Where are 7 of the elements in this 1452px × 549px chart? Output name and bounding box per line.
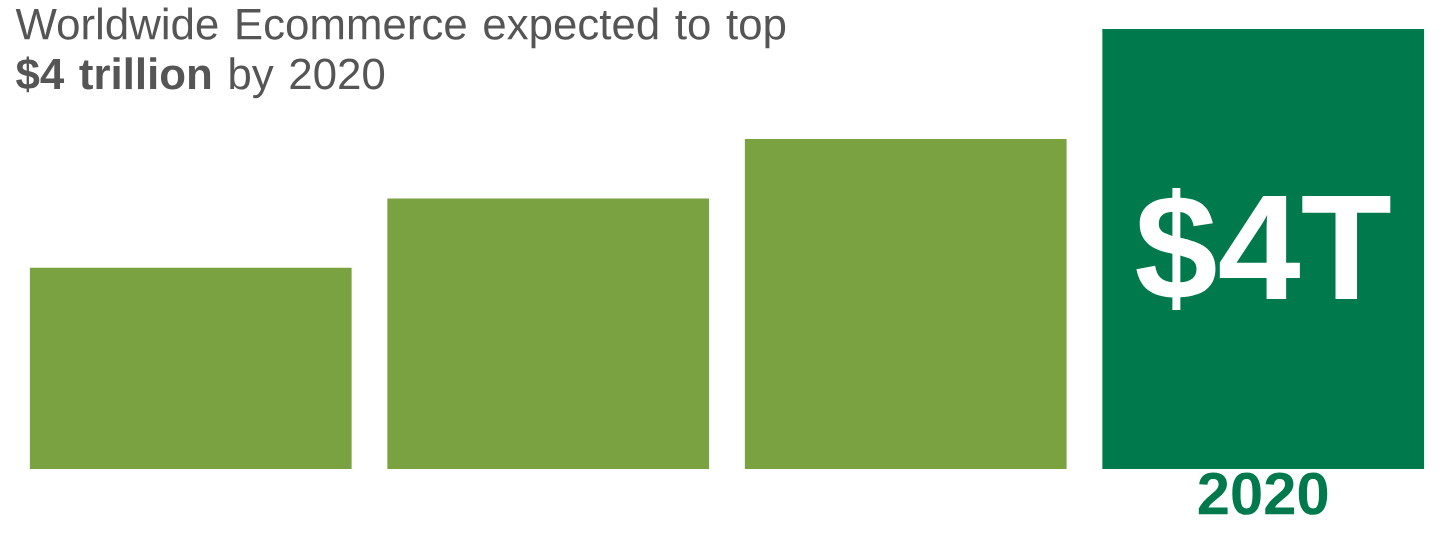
bar [387,198,710,469]
bar [744,139,1067,469]
bar [1102,29,1425,469]
data-label: $4T [1136,188,1391,310]
text: 2020 [1198,472,1328,515]
bar [29,267,352,469]
chart-title: Worldwide Ecommerce expected to top $4 trillion by 2020 [15,7,786,99]
